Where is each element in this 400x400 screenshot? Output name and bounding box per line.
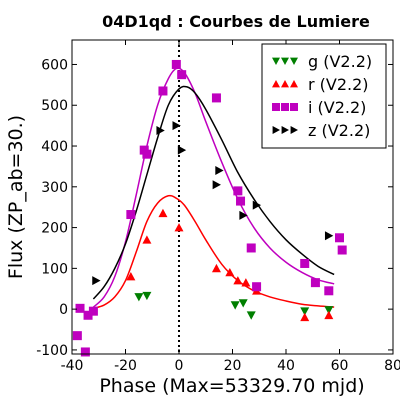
data-point-2-10 xyxy=(177,70,187,80)
legend-label-1: r (V2.2) xyxy=(308,75,369,94)
y-tick-label-5: 400 xyxy=(41,139,68,155)
legend-label-0: g (V2.2) xyxy=(308,52,372,71)
data-point-1-0 xyxy=(126,272,136,281)
data-point-0-5 xyxy=(300,307,310,316)
legend-marker-1-0 xyxy=(272,80,280,88)
data-point-3-0 xyxy=(92,276,101,286)
data-point-2-8 xyxy=(158,86,168,96)
y-tick-label-2: 100 xyxy=(41,261,68,277)
y-axis-label: Flux (ZP_ab=30.) xyxy=(5,115,27,279)
legend-marker-1-1 xyxy=(281,80,289,88)
x-tick-label-4: 40 xyxy=(277,358,295,374)
data-point-1-9 xyxy=(300,312,310,322)
plot-area: -40 -20 0 20 40 60 80 -100 0 100 200 300 400 500 600 xyxy=(36,39,400,374)
data-point-3-4 xyxy=(212,180,221,190)
data-point-3-3 xyxy=(177,145,187,155)
data-point-3-8 xyxy=(324,231,334,241)
data-point-0-0 xyxy=(134,293,144,302)
data-point-2-2 xyxy=(80,347,90,357)
data-point-2-11 xyxy=(211,93,221,103)
data-point-2-15 xyxy=(252,282,262,292)
model-curve-2 xyxy=(92,67,335,308)
data-point-2-4 xyxy=(88,306,98,316)
data-point-2-1 xyxy=(75,303,85,313)
data-point-1-6 xyxy=(233,276,243,285)
data-point-2-18 xyxy=(324,286,334,296)
legend-marker-2-1 xyxy=(281,103,289,111)
data-point-2-5 xyxy=(126,210,136,220)
legend-label-2: i (V2.2) xyxy=(308,98,366,117)
y-tick-label-4: 300 xyxy=(41,180,68,196)
data-point-2-17 xyxy=(310,278,320,288)
y-tick-label-6: 500 xyxy=(41,98,68,114)
x-tick-label-5: 60 xyxy=(331,358,349,374)
data-point-2-14 xyxy=(246,243,256,253)
data-point-2-7 xyxy=(142,149,152,159)
legend-marker-0-0 xyxy=(272,57,280,65)
y-tick-label-3: 200 xyxy=(41,221,68,237)
data-point-2-19 xyxy=(335,233,344,243)
data-point-0-2 xyxy=(230,301,240,310)
legend-marker-0-1 xyxy=(281,57,289,65)
data-point-3-1 xyxy=(156,126,165,136)
model-curve-1 xyxy=(93,194,335,310)
data-point-1-5 xyxy=(225,267,235,277)
data-point-2-0 xyxy=(72,331,82,341)
data-point-3-6 xyxy=(239,210,248,220)
legend-marker-2-2 xyxy=(290,103,298,111)
legend-marker-2-0 xyxy=(272,103,280,111)
data-point-3-7 xyxy=(252,200,262,210)
x-tick-label-6: 80 xyxy=(384,358,400,374)
data-point-2-16 xyxy=(300,258,310,268)
data-point-3-2 xyxy=(172,121,181,131)
data-point-1-10 xyxy=(324,310,334,320)
x-tick-label-2: 0 xyxy=(175,358,184,374)
data-point-1-3 xyxy=(174,223,184,232)
legend-marker-3-2 xyxy=(290,126,298,134)
y-tick-label-1: 0 xyxy=(59,302,68,318)
y-tick-label-0: -100 xyxy=(36,343,68,359)
legend: g (V2.2) r (V2.2) i (V2.2) z (V2.2) xyxy=(261,43,387,149)
data-point-2-12 xyxy=(233,186,243,196)
legend-marker-3-0 xyxy=(272,126,280,134)
x-axis-label: Phase (Max=53329.70 mjd) xyxy=(99,375,364,397)
data-point-2-9 xyxy=(171,59,181,69)
data-point-1-4 xyxy=(211,263,221,273)
x-tick-label-0: -40 xyxy=(61,358,84,374)
data-point-0-3 xyxy=(238,299,248,308)
data-point-0-6 xyxy=(324,306,334,315)
data-point-2-13 xyxy=(236,196,246,206)
y-tick-label-7: 600 xyxy=(41,57,68,73)
data-point-2-20 xyxy=(337,245,347,255)
legend-marker-3-1 xyxy=(281,126,289,134)
x-tick-label-3: 20 xyxy=(224,358,242,374)
data-point-0-1 xyxy=(142,291,152,301)
legend-label-3: z (V2.2) xyxy=(308,121,370,140)
data-point-3-5 xyxy=(215,165,224,175)
data-point-1-2 xyxy=(158,208,168,218)
chart-title: 04D1qd : Courbes de Lumiere xyxy=(102,12,370,31)
data-point-1-7 xyxy=(241,278,251,287)
legend-marker-0-2 xyxy=(290,57,298,65)
legend-marker-1-2 xyxy=(290,80,298,88)
data-point-1-1 xyxy=(142,235,152,244)
model-curve-3 xyxy=(92,85,335,300)
data-point-2-3 xyxy=(83,310,93,320)
data-point-0-4 xyxy=(246,311,256,320)
x-tick-label-1: -20 xyxy=(114,358,137,374)
